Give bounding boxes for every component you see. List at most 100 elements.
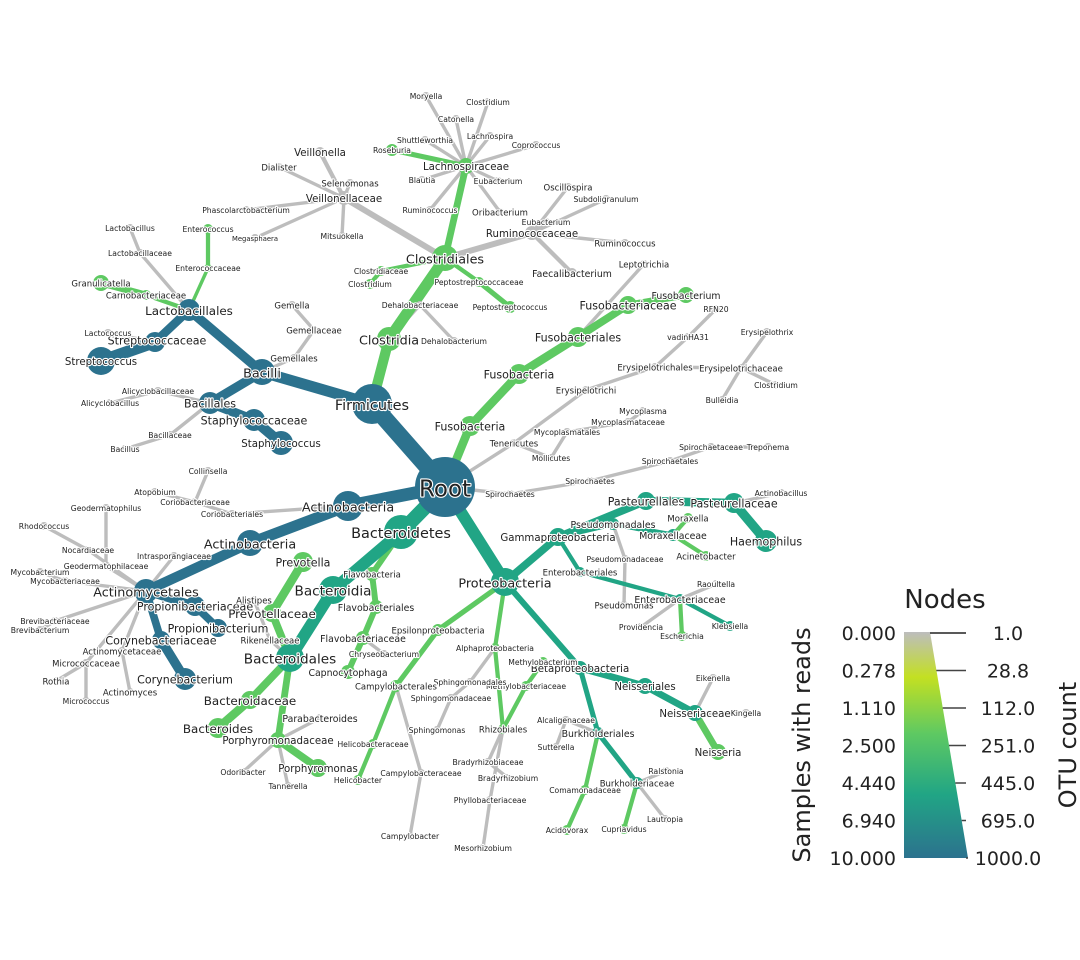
node-label: Atopobium <box>134 488 176 497</box>
node-label: Moryella <box>410 92 443 101</box>
tree-node <box>549 528 567 546</box>
legend-right-tick: 1000.0 <box>975 848 1041 870</box>
tree-node <box>118 647 126 655</box>
tree-node <box>567 268 577 278</box>
node-label: Bacillales <box>184 398 236 411</box>
tree-edge <box>621 780 640 832</box>
node-label: Granulicatella <box>71 280 130 290</box>
tree-edge <box>481 798 492 850</box>
node-label: Spirochaetales <box>642 457 698 466</box>
tree-edge <box>108 389 160 405</box>
tree-node <box>621 555 629 563</box>
node-label: Kingella <box>731 709 761 718</box>
node-label: Neisseriales <box>614 682 675 693</box>
node-label: Spirochaetes <box>485 490 535 499</box>
tree-edge <box>554 718 568 749</box>
tree-node <box>637 678 653 694</box>
node-label: Lachnospiraceae <box>423 162 509 173</box>
tree-edge <box>184 305 267 377</box>
tree-node <box>417 769 425 777</box>
tree-node <box>667 529 679 541</box>
tree-node <box>479 844 487 852</box>
tree-edge <box>244 196 346 212</box>
node-label: Methylobacteriaceae <box>486 682 566 691</box>
node-label: Eubacterium <box>474 177 523 186</box>
node-label: Coriobacteriales <box>201 510 263 519</box>
legend-left-axis-label: Samples with reads <box>788 627 816 862</box>
tree-node <box>678 287 694 303</box>
tree-node <box>742 709 750 717</box>
node-label: Alicyclobacillus <box>81 399 139 408</box>
node-label: Clostridiales <box>406 252 485 267</box>
node-label: Gemellales <box>270 355 318 365</box>
tree-node <box>421 136 429 144</box>
tree-edge <box>530 231 627 245</box>
tree-node <box>376 266 386 276</box>
node-label: Escherichia <box>660 632 704 641</box>
tree-node <box>707 443 715 451</box>
node-label: Clostridium <box>466 98 510 107</box>
tree-edge <box>53 589 148 623</box>
tree-node <box>586 477 594 485</box>
tree-node <box>61 577 69 585</box>
node-label: Burkholderiales <box>562 729 635 740</box>
tree-node <box>452 115 460 123</box>
node-label: Mycobacterium <box>11 568 70 577</box>
tree-node <box>106 399 114 407</box>
tree-node <box>684 333 692 341</box>
node-label: Lachnospira <box>467 132 513 141</box>
node-label: Subdoligranulum <box>573 195 638 204</box>
node-label: Porphyromonas <box>278 764 358 775</box>
tree-edge <box>128 226 142 255</box>
tree-node <box>243 409 265 431</box>
tree-edge <box>739 366 778 387</box>
tree-node <box>498 724 508 734</box>
tree-node <box>624 418 632 426</box>
tree-edge <box>595 730 640 786</box>
tree-node <box>568 327 588 347</box>
node-label: Campylobacter <box>381 832 440 841</box>
tree-edge <box>530 197 608 235</box>
legend-title: Nodes <box>904 585 985 615</box>
tree-edge <box>588 459 672 483</box>
tree-edge <box>464 143 538 168</box>
tree-node <box>460 416 480 436</box>
node-label: Porphyromonadaceae <box>222 736 333 747</box>
tree-node <box>365 279 375 289</box>
node-label: Rothia <box>42 678 69 688</box>
tree-edge <box>292 328 316 360</box>
tree-node <box>532 141 540 149</box>
tree-node <box>542 218 550 226</box>
node-label: Actinomycetales <box>93 585 199 600</box>
tree-node <box>36 626 44 634</box>
tree-edge <box>424 94 468 168</box>
tree-node <box>466 678 474 686</box>
node-label: Moraxella <box>667 515 708 525</box>
node-label: Methylobacterium <box>508 658 577 667</box>
node-label: Pseudomonadaceae <box>587 555 664 564</box>
tree-node <box>637 623 645 631</box>
tree-edge <box>193 500 234 516</box>
node-label: Fusobacteria <box>435 421 506 434</box>
tree-node <box>141 290 151 300</box>
tree-node <box>432 245 458 271</box>
tree-edge <box>653 365 743 370</box>
tree-node <box>764 443 772 451</box>
tree-edge <box>393 627 441 689</box>
tree-node <box>145 332 165 352</box>
node-label: Klebsiella <box>712 622 748 631</box>
tree-edge <box>610 521 676 538</box>
tree-node <box>275 163 283 171</box>
node-label: Campylobacteraceae <box>380 769 461 778</box>
legend-right-tick: 28.8 <box>987 661 1029 683</box>
tree-node <box>84 546 92 554</box>
tree-node <box>426 206 434 214</box>
node-label: Enterobacteriaceae <box>634 595 726 606</box>
node-label: Clostridium <box>348 280 392 289</box>
tree-node <box>356 631 370 645</box>
node-label: Corynebacteriaceae <box>105 635 216 648</box>
node-label: Capnocytophaga <box>308 668 387 679</box>
tree-node <box>675 594 685 604</box>
tree-edge <box>394 684 423 775</box>
node-label: Flavobacteriaceae <box>320 634 406 645</box>
